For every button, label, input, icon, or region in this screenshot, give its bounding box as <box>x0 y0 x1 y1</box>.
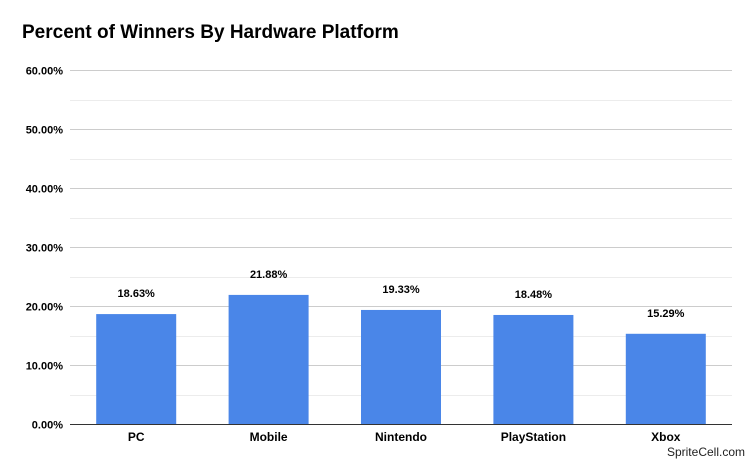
y-tick-label: 0.00% <box>32 420 63 432</box>
x-tick-label: Mobile <box>250 430 288 444</box>
bar <box>361 309 441 424</box>
data-label: 15.29% <box>647 308 685 320</box>
y-tick-label: 50.00% <box>26 125 64 137</box>
data-label: 21.88% <box>250 269 288 281</box>
y-tick-label: 30.00% <box>26 243 64 255</box>
x-tick-label: Nintendo <box>375 430 427 444</box>
watermark: SpriteCell.com <box>666 445 745 459</box>
data-label: 19.33% <box>382 284 420 296</box>
y-tick-label: 10.00% <box>26 361 64 373</box>
data-label: 18.63% <box>118 288 156 300</box>
bar <box>228 294 309 424</box>
x-tick-label: PlayStation <box>501 430 566 444</box>
chart-title: Percent of Winners By Hardware Platform <box>22 22 399 43</box>
x-tick-label: PC <box>128 430 145 444</box>
y-tick-label: 20.00% <box>26 302 64 314</box>
data-label: 18.48% <box>515 289 553 301</box>
bar <box>625 333 706 424</box>
bar <box>493 314 574 424</box>
x-tick-label: Xbox <box>651 430 681 444</box>
y-tick-label: 60.00% <box>26 66 64 78</box>
y-tick-label: 40.00% <box>26 184 64 196</box>
bar <box>96 314 177 424</box>
